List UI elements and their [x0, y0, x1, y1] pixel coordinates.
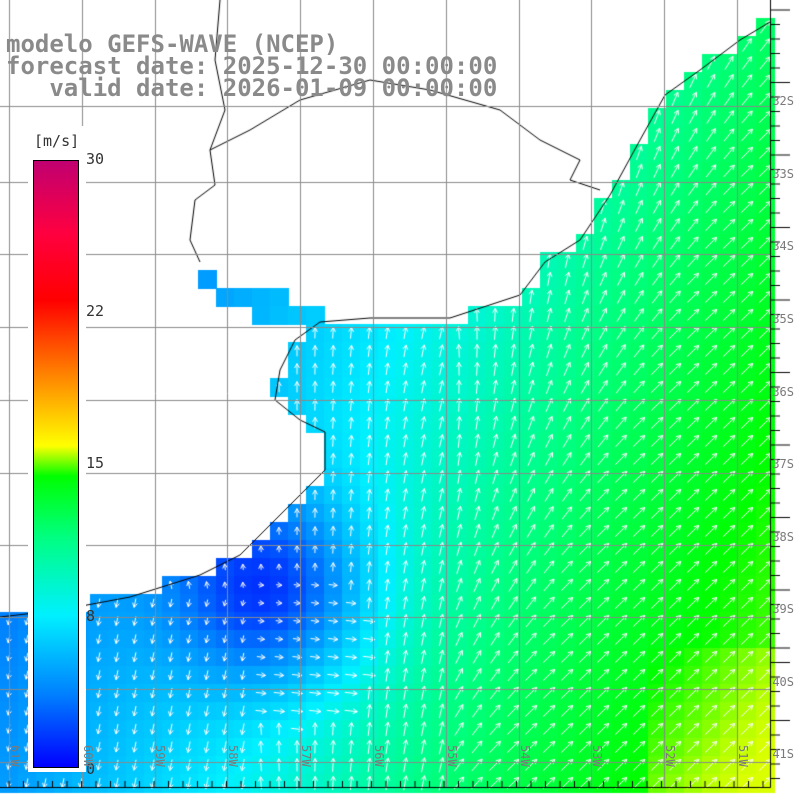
lat-label: 32S — [772, 94, 794, 108]
colorbar-tick: 30 — [86, 150, 105, 168]
colorbar-tick: 8 — [86, 607, 96, 625]
lat-label: 41S — [772, 747, 794, 761]
lat-label: 35S — [772, 312, 794, 326]
colorbar-tick: 15 — [86, 454, 105, 472]
lat-label: 36S — [772, 385, 794, 399]
title-valid-date: valid date: 2026-01-09 00:00:00 — [6, 74, 498, 102]
lat-label: 40S — [772, 675, 794, 689]
colorbar-unit: [m/s] — [34, 132, 80, 150]
lon-label: 59W — [153, 745, 167, 767]
title-model: modelo GEFS-WAVE (NCEP) — [6, 30, 339, 58]
lon-label: 55W — [445, 745, 459, 767]
colorbar-tick: 0 — [86, 760, 96, 778]
lat-label: 37S — [772, 457, 794, 471]
lon-label: 56W — [372, 745, 386, 767]
lon-label: 58W — [226, 745, 240, 767]
lat-label: 39S — [772, 602, 794, 616]
title-forecast-date: forecast date: 2025-12-30 00:00:00 — [6, 52, 498, 80]
lon-label: 53W — [590, 745, 604, 767]
colorbar-tick: 22 — [86, 302, 105, 320]
lon-label: 52W — [663, 745, 677, 767]
lat-label: 34S — [772, 239, 794, 253]
colorbar — [33, 160, 79, 768]
lat-label: 33S — [772, 167, 794, 181]
lon-label: 61W — [8, 745, 22, 767]
lon-label: 60W — [81, 745, 95, 767]
lon-label: 54W — [518, 745, 532, 767]
lon-label: 51W — [736, 745, 750, 767]
lon-label: 57W — [299, 745, 313, 767]
lat-label: 38S — [772, 530, 794, 544]
